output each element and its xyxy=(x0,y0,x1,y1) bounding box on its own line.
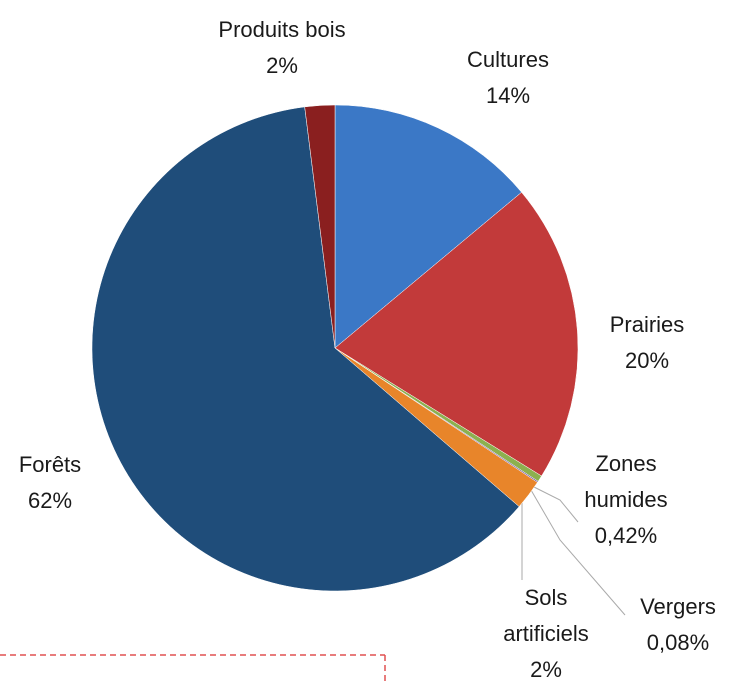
slice-label: Cultures 14% xyxy=(438,42,578,114)
value-label: 0,42% xyxy=(594,523,658,548)
category-label: Sols artificiels xyxy=(503,585,589,646)
category-label: Prairies xyxy=(609,312,685,337)
leader-line xyxy=(530,489,626,616)
category-label: Zones humides xyxy=(584,451,668,512)
pie-slice xyxy=(334,191,579,477)
value-label: 14% xyxy=(485,83,531,108)
slice-label: Forêts 62% xyxy=(0,447,100,519)
leader-line xyxy=(533,486,579,523)
slice-label: Vergers 0,08% xyxy=(623,589,731,661)
category-label: Produits bois xyxy=(218,17,346,42)
slice-label: Prairies 20% xyxy=(577,307,717,379)
slice-label: Sols artificiels 2% xyxy=(496,580,596,688)
pie-slice xyxy=(334,104,522,349)
category-label: Vergers xyxy=(640,594,716,619)
pie-slice xyxy=(91,106,520,592)
value-label: 0,08% xyxy=(646,630,710,655)
value-label: 62% xyxy=(27,488,73,513)
pie-slice xyxy=(304,104,336,349)
slice-label: Zones humides 0,42% xyxy=(571,446,681,554)
pie xyxy=(91,104,579,592)
slice-label: Produits bois 2% xyxy=(182,12,382,84)
category-label: Cultures xyxy=(467,47,549,72)
value-label: 2% xyxy=(530,657,562,682)
category-label: Forêts xyxy=(18,452,82,477)
value-label: 2% xyxy=(266,53,298,78)
value-label: 20% xyxy=(624,348,670,373)
